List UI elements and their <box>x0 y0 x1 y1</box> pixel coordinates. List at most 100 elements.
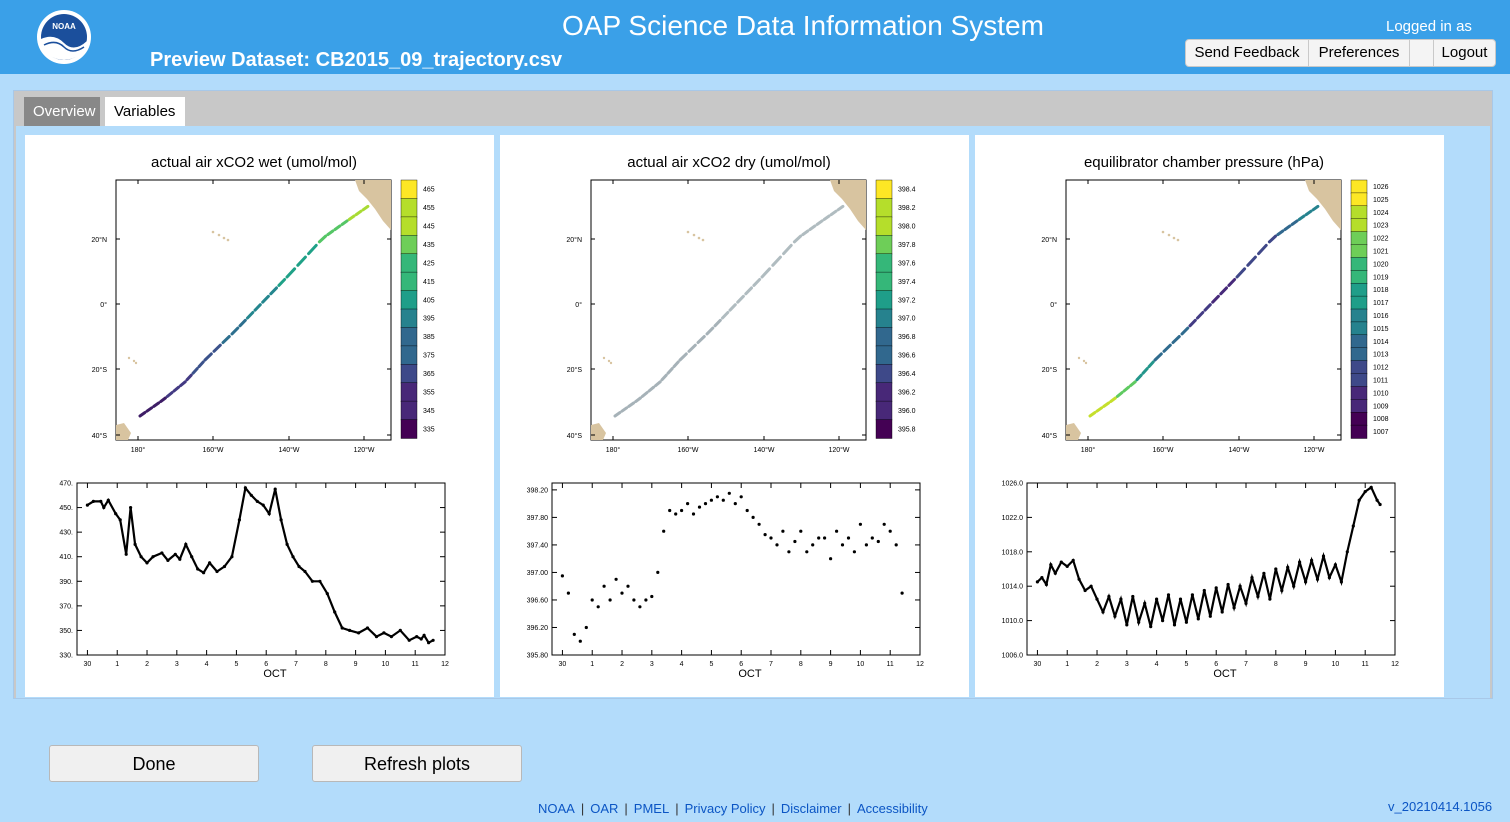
island-marker <box>222 236 226 240</box>
footer-link-privacy-policy[interactable]: Privacy Policy <box>684 801 766 816</box>
colorbar-label: 1022 <box>1373 236 1389 243</box>
colorbar-swatch <box>400 364 418 384</box>
track-segment <box>1141 367 1149 375</box>
data-point <box>864 543 868 547</box>
plot-svg-1: actual air xCO2 dry (umol/mol) 20°N 0° 20°S… <box>527 154 924 680</box>
track-segment <box>620 406 629 413</box>
data-point <box>888 529 892 533</box>
x-tick-label: 1 <box>590 661 594 668</box>
y-tick-label: 1006.0 <box>1002 653 1024 660</box>
tab-variables[interactable]: Variables <box>105 97 185 126</box>
data-point <box>900 591 904 595</box>
map-lat-label: 40°S <box>1042 432 1058 440</box>
x-tick-label: 4 <box>205 661 209 668</box>
data-point <box>656 570 660 574</box>
data-point <box>739 495 743 499</box>
x-tick-label: 3 <box>175 661 179 668</box>
colorbar-swatch <box>1350 399 1368 413</box>
footer-link-disclaimer[interactable]: Disclaimer <box>780 801 842 816</box>
track-segment <box>760 267 772 279</box>
refresh-plots-button[interactable]: Refresh plots <box>312 745 522 782</box>
x-tick-label: 6 <box>739 661 743 668</box>
data-point <box>787 550 791 554</box>
x-tick-label: 1 <box>1065 661 1069 668</box>
user-menu: Send Feedback Preferences Logout <box>1185 39 1496 67</box>
track-segment <box>1211 294 1220 304</box>
map-lat-label: 20°N <box>1041 236 1057 244</box>
blank-menu-button[interactable] <box>1410 40 1434 66</box>
colorbar-swatch <box>400 308 418 329</box>
island-marker <box>1167 233 1171 237</box>
colorbar-label: 398.0 <box>898 224 916 231</box>
track-segment <box>159 396 167 404</box>
done-button[interactable]: Done <box>49 745 259 782</box>
island-marker <box>1161 230 1165 234</box>
island-marker <box>609 361 613 365</box>
data-point <box>590 598 594 602</box>
map-lat-label: 0° <box>1050 301 1057 309</box>
data-point <box>662 529 666 533</box>
track-segment <box>634 396 642 404</box>
x-tick-label: 11 <box>887 661 894 668</box>
colorbar-swatch <box>875 382 893 402</box>
footer-link-accessibility[interactable]: Accessibility <box>856 801 928 816</box>
data-point <box>680 508 684 513</box>
map-lat-label: 20°S <box>1042 366 1058 374</box>
map-lat-label: 20°S <box>567 366 583 374</box>
track-segment <box>1129 380 1137 388</box>
new-zealand-landmass <box>116 423 131 440</box>
track-segment <box>678 352 688 362</box>
x-tick-label: 7 <box>769 661 773 668</box>
north-america-landmass <box>830 180 866 230</box>
x-tick-label: 1 <box>115 661 119 668</box>
y-tick-label: 397.00 <box>527 570 549 577</box>
colorbar-swatch <box>1350 334 1368 349</box>
track-segment <box>1102 401 1111 408</box>
x-tick-label: 9 <box>1304 661 1308 668</box>
map-lon-label: 160°W <box>677 446 698 454</box>
plot-panel-xco2-wet: actual air xCO2 wet (umol/mol) 20°N 0° 20°S… <box>25 135 494 697</box>
y-tick-label: 1018.0 <box>1002 549 1024 556</box>
colorbar-swatch <box>400 419 418 439</box>
data-point <box>709 498 713 502</box>
map-lon-label: 140°W <box>753 446 774 454</box>
data-point <box>835 529 839 533</box>
track-segment <box>782 243 793 256</box>
data-point <box>793 539 797 544</box>
track-segment <box>138 411 147 418</box>
send-feedback-button[interactable]: Send Feedback <box>1186 40 1309 66</box>
north-america-landmass <box>355 180 391 230</box>
noaa-logo[interactable]: NOAA <box>36 9 92 65</box>
island-marker <box>211 230 215 234</box>
colorbar-swatch <box>1350 373 1368 388</box>
colorbar-swatch <box>400 400 418 421</box>
colorbar-swatch <box>400 327 418 347</box>
map-lon-label: 180° <box>606 446 621 454</box>
new-zealand-landmass <box>591 423 606 440</box>
track-segment <box>185 373 193 382</box>
colorbar-swatch <box>875 235 893 255</box>
data-point <box>608 598 612 602</box>
track-segment <box>1304 209 1313 217</box>
footer-link-pmel[interactable]: PMEL <box>633 801 670 816</box>
data-point <box>566 591 570 595</box>
map-lon-label: 140°W <box>1228 446 1249 454</box>
track-segment <box>1135 373 1143 382</box>
track-segment <box>705 326 715 336</box>
footer-link-oar[interactable]: OAR <box>590 801 619 816</box>
colorbar-label: 335 <box>423 426 435 433</box>
data-point <box>811 543 815 547</box>
data-point <box>852 550 856 554</box>
timeseries-frame <box>551 482 921 656</box>
tab-overview[interactable]: Overview <box>24 97 100 126</box>
track-segment <box>1115 391 1124 398</box>
footer-link-noaa[interactable]: NOAA <box>538 801 575 816</box>
preferences-button[interactable]: Preferences <box>1309 40 1410 66</box>
track-segment <box>771 255 782 267</box>
island-marker <box>602 356 606 360</box>
track-segment <box>340 219 349 226</box>
logout-button[interactable]: Logout <box>1441 44 1488 61</box>
y-tick-label: 396.20 <box>527 625 549 632</box>
data-point <box>620 591 624 595</box>
track-segment <box>1267 234 1278 244</box>
